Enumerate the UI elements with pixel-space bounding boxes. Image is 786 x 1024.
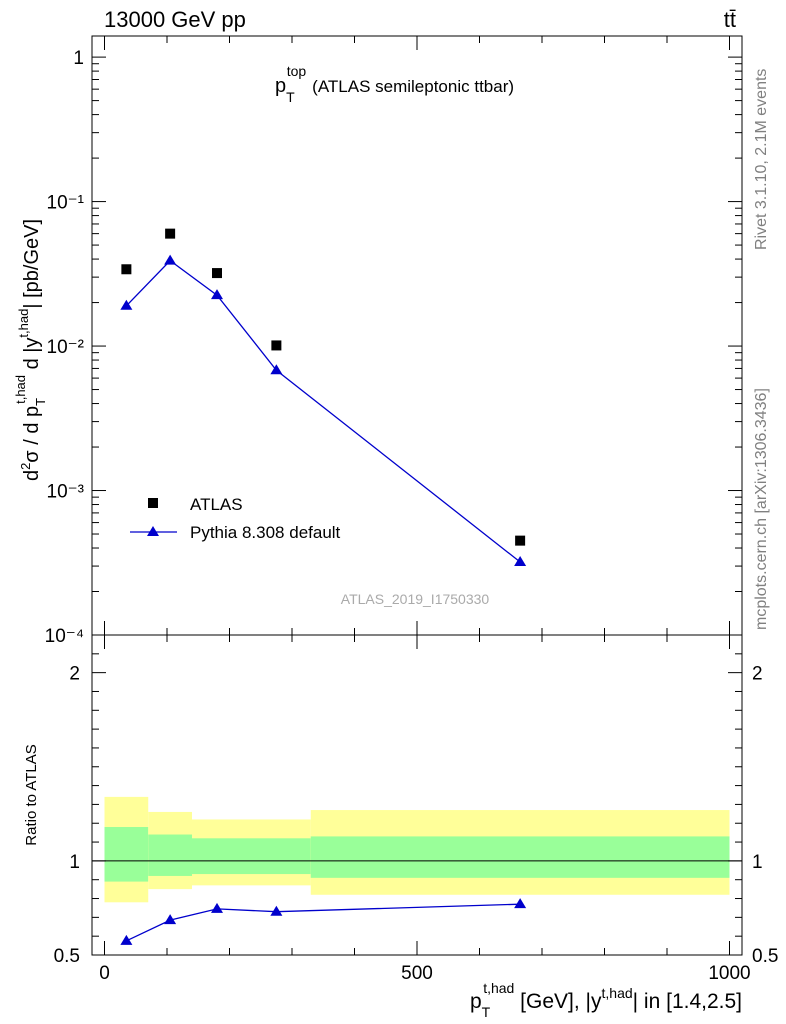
ratio-y-tick-label-right: 2	[752, 664, 763, 685]
legend-pythia-marker	[147, 526, 159, 536]
main-frame	[91, 35, 743, 636]
legend-atlas-label: ATLAS	[190, 495, 243, 514]
ratio-inner-band	[310, 836, 730, 878]
ratio-frame	[91, 634, 743, 956]
ratio-inner-band	[104, 827, 149, 882]
main-y-tick-label: 10⁻²	[47, 337, 85, 358]
rivet-version-label: Rivet 3.1.10, 2.1M events	[753, 69, 770, 250]
analysis-watermark: ATLAS_2019_I1750330	[341, 591, 490, 607]
pythia-point	[120, 299, 133, 310]
ratio-x-tick-labels: 0 500 1000	[99, 963, 750, 984]
main-axis-ticks	[92, 36, 742, 636]
ratio-y-tick-label-left: 2	[69, 664, 80, 685]
ratio-y-tick-label-left: 1	[69, 852, 80, 873]
legend-pythia-label: Pythia 8.308 default	[190, 523, 341, 542]
atlas-point	[165, 228, 176, 239]
main-y-axis-label: d2σ / d pTt,had d |yt,had| [pb/GeV]	[13, 219, 48, 481]
atlas-point	[121, 264, 132, 275]
ratio-data	[120, 898, 527, 945]
ratio-x-tick-label: 0	[99, 963, 110, 984]
mcplots-label: mcplots.cern.ch [arXiv:1306.3436]	[753, 388, 770, 630]
ratio-pythia-point	[514, 898, 527, 909]
legend: ATLAS Pythia 8.308 default	[130, 495, 341, 542]
ratio-pythia-point	[120, 934, 133, 945]
ratio-y-tick-labels: 0.5 0.5 1 1 2 2	[54, 664, 779, 967]
ratio-y-axis-label: Ratio to ATLAS	[23, 744, 40, 845]
ratio-x-tick-label: 1000	[708, 963, 750, 984]
ratio-inner-band	[148, 834, 192, 876]
ratio-pythia-line	[126, 903, 521, 942]
ratio-y-tick-label-left: 0.5	[54, 946, 80, 967]
ratio-y-tick-label-right: 1	[752, 852, 763, 873]
main-y-tick-label: 10⁻⁴	[45, 626, 84, 647]
atlas-point	[212, 268, 222, 279]
pythia-point	[211, 289, 223, 300]
pythia-line	[125, 259, 521, 563]
process-label: tt̄	[724, 7, 736, 32]
atlas-point	[515, 535, 526, 546]
atlas-point	[271, 340, 282, 351]
pythia-point	[164, 254, 177, 265]
main-data	[120, 228, 527, 567]
main-panel: pTtop(ATLAS semileptonic ttbar) 1 10⁻¹ 10⁻…	[13, 35, 743, 647]
pythia-point	[270, 364, 283, 375]
main-y-tick-label: 10⁻¹	[47, 193, 85, 214]
ratio-pythia-point	[211, 902, 223, 913]
ratio-panel: 0.5 0.5 1 1 2 2 0 500 1000 Ratio to ATLAS pTt,h…	[23, 634, 779, 1020]
pythia-point	[514, 556, 527, 567]
main-title: pTtop(ATLAS semileptonic ttbar)	[275, 63, 514, 105]
ratio-x-tick-label: 500	[401, 963, 433, 984]
ratio-bands	[104, 796, 730, 903]
ratio-y-tick-label-right: 0.5	[752, 946, 778, 967]
energy-label: 13000 GeV pp	[104, 7, 246, 32]
main-y-tick-label: 1	[73, 48, 84, 69]
ratio-pythia-point	[270, 905, 283, 916]
main-y-tick-label: 10⁻³	[47, 482, 85, 503]
legend-atlas-marker	[148, 498, 158, 508]
x-axis-label: pTt,had [GeV], |yt,had| in [1.4,2.5]	[470, 980, 742, 1020]
main-y-tick-labels: 1 10⁻¹ 10⁻² 10⁻³ 10⁻⁴	[45, 48, 84, 647]
ratio-pythia-point	[164, 914, 177, 925]
ratio-inner-band	[192, 838, 311, 875]
